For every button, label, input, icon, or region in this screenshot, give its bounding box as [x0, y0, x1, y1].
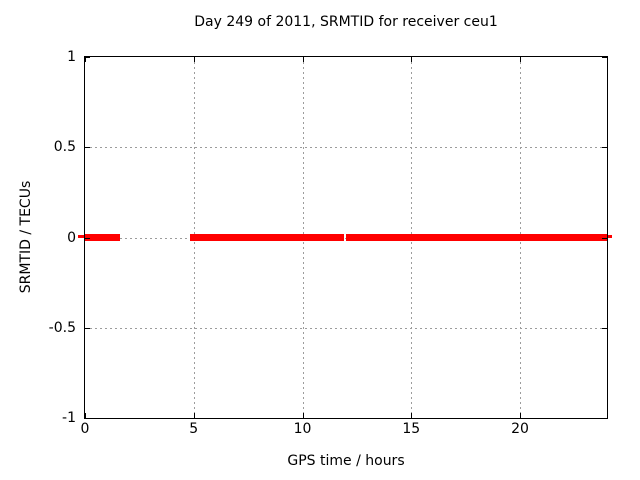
series-edge-nub-right — [608, 235, 612, 238]
y-tick-right — [602, 147, 607, 149]
y-tick-right — [602, 237, 607, 239]
y-tick-left — [85, 57, 90, 58]
x-tick-label: 15 — [402, 421, 421, 437]
y-tick-label: 0 — [67, 229, 76, 246]
y-tick-left — [85, 418, 90, 419]
y-tick-right — [602, 57, 607, 58]
y-gridline — [85, 147, 607, 149]
x-tick-label: 0 — [80, 421, 90, 437]
series-segment — [346, 234, 607, 241]
series-segment — [85, 234, 120, 241]
x-tick-bottom — [520, 413, 521, 418]
x-tick-top — [302, 57, 304, 62]
y-gridline — [85, 327, 607, 329]
y-tick-left — [85, 147, 90, 149]
y-tick-left — [85, 237, 90, 239]
series-edge-nub-left — [78, 235, 84, 238]
x-tick-bottom — [302, 413, 304, 418]
y-tick-label: -1 — [62, 410, 76, 426]
x-tick-label: 5 — [189, 421, 199, 437]
y-tick-label: -0.5 — [48, 319, 76, 336]
x-tick-top — [520, 57, 521, 62]
y-tick-right — [602, 418, 607, 419]
x-tick-bottom — [411, 413, 413, 418]
plot-area — [84, 56, 608, 419]
x-tick-label: 20 — [511, 421, 529, 437]
y-tick-left — [85, 327, 90, 329]
y-tick-right — [602, 327, 607, 329]
x-tick-top — [193, 57, 195, 62]
x-tick-bottom — [85, 413, 86, 418]
x-tick-label: 10 — [293, 421, 312, 437]
x-axis-label: GPS time / hours — [287, 453, 405, 469]
x-tick-bottom — [193, 413, 195, 418]
x-tick-top — [411, 57, 413, 62]
chart-title: Day 249 of 2011, SRMTID for receiver ceu… — [194, 14, 498, 30]
series-segment — [190, 234, 344, 241]
y-tick-label: 0.5 — [53, 139, 76, 156]
y-tick-label: 1 — [67, 49, 76, 65]
plot-inner-layer — [85, 57, 607, 419]
x-tick-top — [85, 57, 86, 62]
